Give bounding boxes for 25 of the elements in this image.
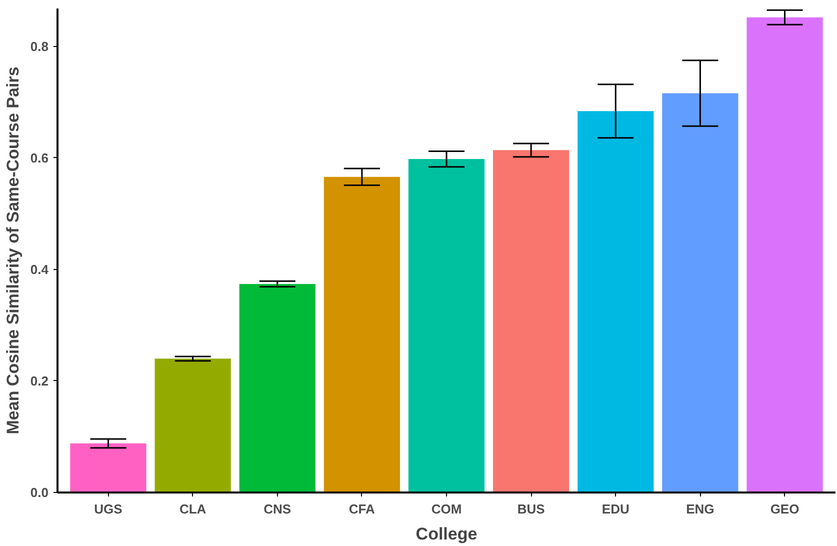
bar (324, 176, 400, 492)
x-tick-label: BUS (517, 502, 546, 516)
x-tick-label: GEO (770, 502, 800, 516)
y-tick-label: 0.4 (30, 262, 50, 277)
bar (746, 17, 823, 492)
bar (662, 93, 738, 492)
x-tick-label: UGS (94, 502, 123, 516)
bar (493, 150, 570, 492)
x-tick-label: CFA (348, 502, 376, 516)
bar (578, 111, 654, 492)
x-axis-title: College (416, 524, 478, 544)
bar (70, 443, 146, 492)
y-tick-label: 0.6 (30, 150, 49, 166)
bar (239, 284, 316, 492)
x-tick-label: CNS (264, 502, 292, 516)
x-tick-label: CLA (179, 502, 207, 516)
y-tick-label: 0.8 (30, 38, 49, 54)
x-tick-label: COM (431, 502, 462, 516)
y-tick-label: 0.2 (30, 373, 49, 388)
x-tick-label: EDU (602, 502, 630, 516)
y-axis-title: Mean Cosine Similarity of Same-Course Pairs (3, 66, 22, 434)
bar (154, 358, 231, 492)
y-tick-label: 0.0 (30, 485, 49, 500)
bar (408, 159, 485, 492)
x-tick-label: ENG (686, 502, 714, 516)
